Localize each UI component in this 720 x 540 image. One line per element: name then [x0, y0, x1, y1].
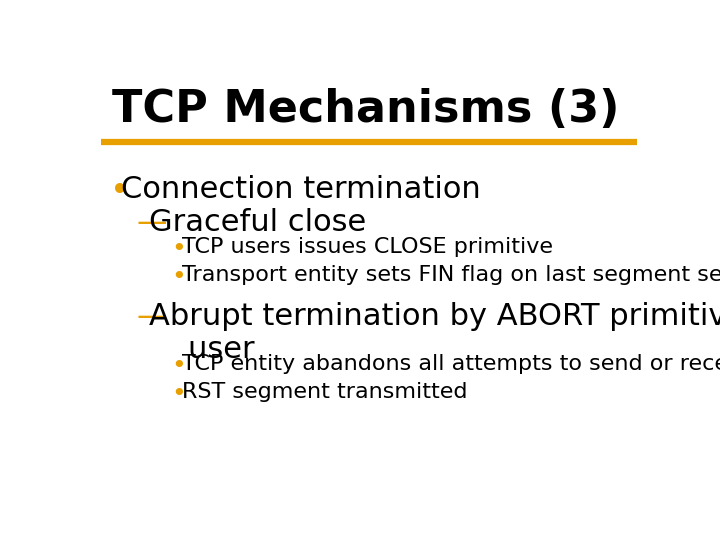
- Text: —: —: [136, 208, 167, 237]
- Text: —: —: [136, 302, 167, 331]
- Text: •: •: [171, 238, 186, 261]
- Text: TCP entity abandons all attempts to send or receive data: TCP entity abandons all attempts to send…: [182, 354, 720, 374]
- Text: •: •: [171, 382, 186, 406]
- Text: Connection termination: Connection termination: [121, 175, 480, 204]
- Text: TCP Mechanisms (3): TCP Mechanisms (3): [112, 87, 620, 131]
- Text: Graceful close: Graceful close: [148, 208, 366, 237]
- Text: RST segment transmitted: RST segment transmitted: [182, 382, 467, 402]
- Text: •: •: [171, 265, 186, 289]
- Text: Transport entity sets FIN flag on last segment sent: Transport entity sets FIN flag on last s…: [182, 265, 720, 285]
- Text: •: •: [109, 175, 129, 208]
- Text: Abrupt termination by ABORT primitive issued by TCP
    user: Abrupt termination by ABORT primitive is…: [148, 302, 720, 364]
- Text: TCP users issues CLOSE primitive: TCP users issues CLOSE primitive: [182, 238, 553, 258]
- Text: •: •: [171, 354, 186, 378]
